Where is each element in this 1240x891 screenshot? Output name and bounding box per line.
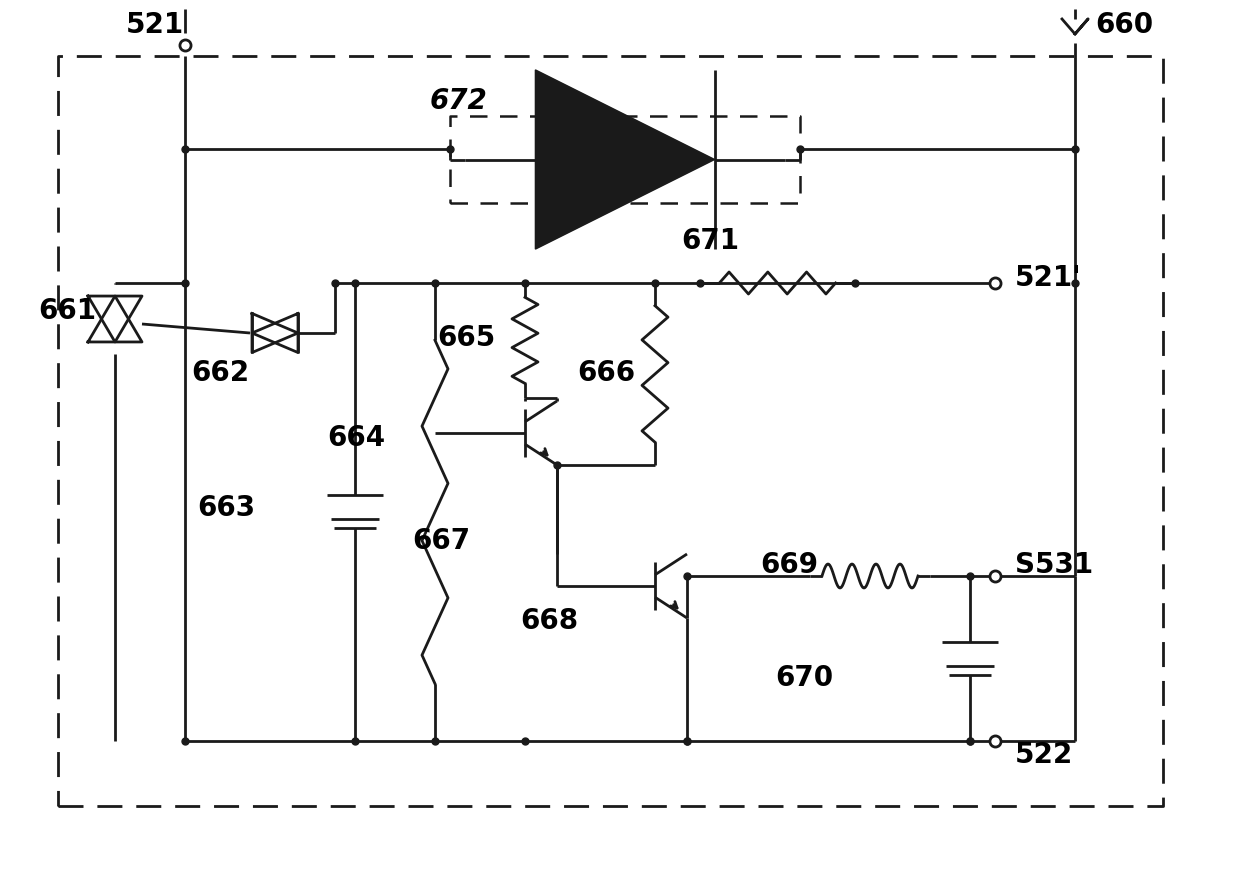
Text: 672: 672	[430, 87, 487, 115]
Text: 521': 521'	[1016, 264, 1081, 292]
Text: 670: 670	[775, 664, 833, 692]
Text: 663: 663	[197, 494, 255, 522]
Text: 662: 662	[191, 359, 249, 387]
Text: 521: 521	[126, 11, 184, 39]
Polygon shape	[536, 69, 714, 249]
Text: 660: 660	[1095, 11, 1153, 39]
Text: 661: 661	[38, 297, 95, 325]
Text: 668: 668	[520, 607, 578, 635]
Text: 669: 669	[760, 551, 818, 579]
Text: 664: 664	[327, 424, 384, 452]
Text: 522: 522	[1016, 741, 1074, 769]
Text: 665: 665	[436, 324, 495, 352]
Text: 671: 671	[681, 227, 739, 255]
Text: S531: S531	[1016, 551, 1094, 579]
Text: 666: 666	[577, 359, 635, 387]
Text: 667: 667	[412, 527, 470, 555]
